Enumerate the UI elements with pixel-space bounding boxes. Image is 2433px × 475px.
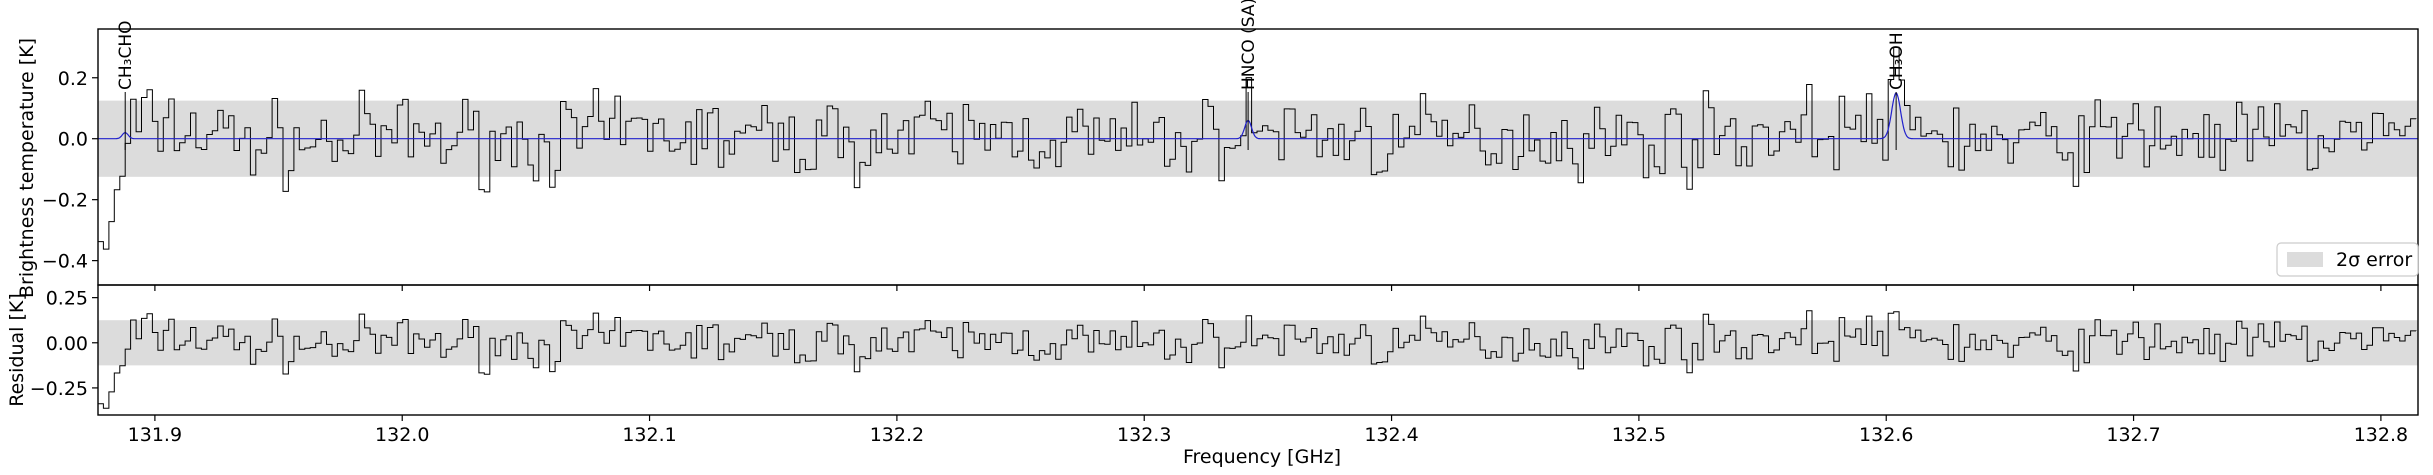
x-tick-label: 131.9 (128, 424, 182, 446)
y-tick-label: 0.25 (46, 288, 88, 310)
x-tick-label: 132.4 (1364, 424, 1418, 446)
x-tick-label: 132.5 (1612, 424, 1666, 446)
residual-line (98, 310, 2417, 409)
axes-frames (97, 28, 2419, 416)
ticks-layer: 131.9 132.0 132.1 132.2 132.3 132.4 132.5 132.6… (30, 68, 2408, 446)
x-tick-label: 132.3 (1117, 424, 1171, 446)
error-band-residual (98, 320, 2418, 366)
error-bands (98, 100, 2418, 366)
y-axis-title-spectrum: Brightness temperature [K] (16, 38, 38, 298)
legend-label: 2σ error (2336, 249, 2412, 271)
x-tick-label: 132.8 (2354, 424, 2408, 446)
x-tick-label: 132.7 (2106, 424, 2160, 446)
series-layer (98, 46, 2418, 409)
y-tick-label: 0.2 (58, 68, 88, 90)
x-tick-label: 132.6 (1859, 424, 1913, 446)
y-tick-label: 0.0 (58, 129, 88, 151)
line-label: CH₃CHO (116, 20, 136, 90)
legend-frame (2276, 242, 2419, 277)
observed-spectrum-line (98, 46, 2417, 250)
x-tick-label: 132.0 (375, 424, 429, 446)
y-tick-label: −0.2 (42, 190, 88, 212)
legend-swatch (2287, 252, 2323, 267)
line-label: HNCO (SA) (1239, 0, 1259, 90)
x-axis-title: Frequency [GHz] (1183, 446, 1341, 468)
line-labels: CH₃CHO HNCO (SA) CH₃OH (116, 0, 1907, 150)
y-tick-label: −0.25 (30, 378, 88, 400)
x-tick-label: 132.1 (622, 424, 676, 446)
x-tick-label: 132.2 (870, 424, 924, 446)
line-label: CH₃OH (1887, 32, 1907, 90)
model-spectrum-line (98, 92, 2418, 140)
legend: 2σ error (2276, 242, 2419, 277)
y-tick-label: −0.4 (42, 251, 88, 273)
axes-frame-residual (97, 284, 2419, 416)
y-tick-label: 0.00 (46, 333, 88, 355)
y-axis-title-residual: Residual [K] (6, 293, 28, 407)
